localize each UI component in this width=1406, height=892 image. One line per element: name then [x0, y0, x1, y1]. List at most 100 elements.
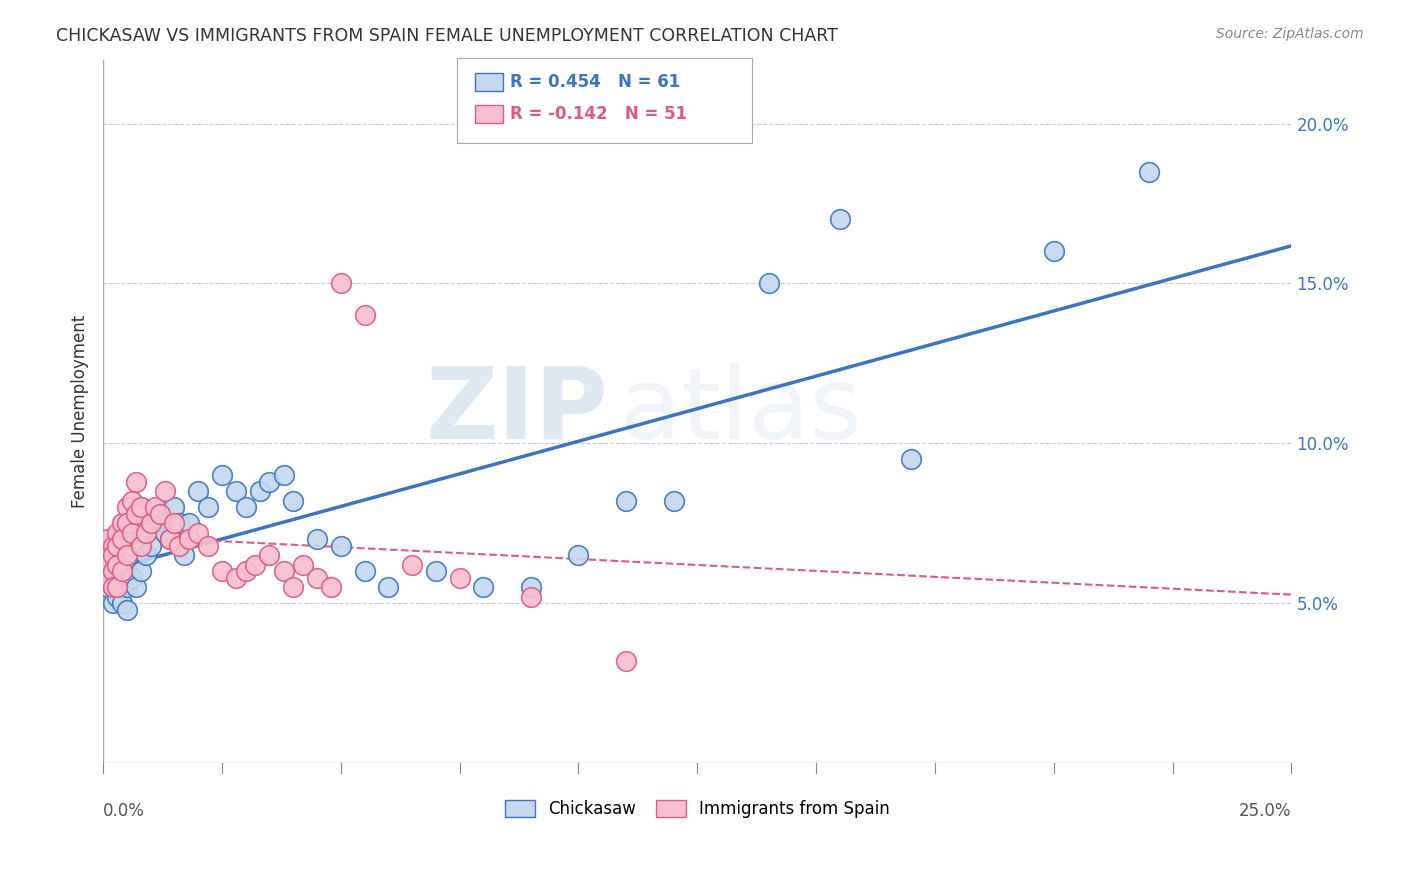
Point	[105, 580, 128, 594]
Point	[101, 564, 124, 578]
Point	[235, 564, 257, 578]
Legend: Chickasaw, Immigrants from Spain: Chickasaw, Immigrants from Spain	[498, 794, 897, 825]
Point	[377, 580, 399, 594]
Point	[101, 596, 124, 610]
Point	[101, 580, 124, 594]
Point	[614, 494, 637, 508]
Point	[135, 548, 157, 562]
Point	[115, 533, 138, 547]
Point	[139, 539, 162, 553]
Point	[111, 580, 134, 594]
Point	[401, 558, 423, 572]
Point	[159, 533, 181, 547]
Point	[305, 533, 328, 547]
Point	[129, 500, 152, 515]
Text: 0.0%: 0.0%	[103, 802, 145, 820]
Point	[167, 516, 190, 531]
Point	[121, 494, 143, 508]
Point	[235, 500, 257, 515]
Point	[125, 507, 148, 521]
Point	[567, 548, 589, 562]
Point	[472, 580, 495, 594]
Point	[1042, 244, 1064, 259]
Point	[115, 500, 138, 515]
Point	[259, 548, 281, 562]
Point	[283, 580, 305, 594]
Point	[105, 558, 128, 572]
Point	[97, 548, 120, 562]
Text: CHICKASAW VS IMMIGRANTS FROM SPAIN FEMALE UNEMPLOYMENT CORRELATION CHART: CHICKASAW VS IMMIGRANTS FROM SPAIN FEMAL…	[56, 27, 838, 45]
Text: ZIP: ZIP	[425, 363, 609, 460]
Point	[105, 539, 128, 553]
Point	[101, 564, 124, 578]
Point	[305, 571, 328, 585]
Point	[149, 507, 172, 521]
Point	[163, 516, 186, 531]
Point	[97, 548, 120, 562]
Text: Source: ZipAtlas.com: Source: ZipAtlas.com	[1216, 27, 1364, 41]
Point	[111, 533, 134, 547]
Point	[291, 558, 314, 572]
Point	[139, 516, 162, 531]
Point	[115, 580, 138, 594]
Point	[125, 475, 148, 489]
Point	[211, 564, 233, 578]
Point	[828, 212, 851, 227]
Point	[111, 571, 134, 585]
Point	[283, 494, 305, 508]
Point	[259, 475, 281, 489]
Point	[115, 564, 138, 578]
Point	[97, 571, 120, 585]
Point	[139, 516, 162, 531]
Point	[105, 555, 128, 569]
Point	[121, 571, 143, 585]
Point	[125, 580, 148, 594]
Text: R = -0.142   N = 51: R = -0.142 N = 51	[510, 105, 688, 123]
Point	[614, 654, 637, 668]
Point	[329, 277, 352, 291]
Point	[153, 525, 176, 540]
Point	[187, 525, 209, 540]
Point	[121, 539, 143, 553]
Point	[353, 309, 375, 323]
Point	[145, 500, 167, 515]
Point	[105, 590, 128, 604]
Point	[900, 452, 922, 467]
Text: atlas: atlas	[620, 363, 862, 460]
Point	[135, 525, 157, 540]
Point	[101, 548, 124, 562]
Point	[115, 548, 138, 562]
Point	[449, 571, 471, 585]
Point	[353, 564, 375, 578]
Point	[321, 580, 343, 594]
Point	[105, 571, 128, 585]
Point	[187, 484, 209, 499]
Point	[121, 525, 143, 540]
Point	[101, 580, 124, 594]
Point	[163, 500, 186, 515]
Point	[153, 484, 176, 499]
Point	[101, 539, 124, 553]
Point	[273, 564, 295, 578]
Point	[101, 548, 124, 562]
Point	[111, 558, 134, 572]
Point	[111, 596, 134, 610]
Text: 25.0%: 25.0%	[1239, 802, 1292, 820]
Point	[329, 539, 352, 553]
Point	[211, 468, 233, 483]
Point	[115, 516, 138, 531]
Point	[111, 516, 134, 531]
Point	[197, 500, 219, 515]
Point	[520, 580, 543, 594]
Point	[425, 564, 447, 578]
Point	[105, 539, 128, 553]
Point	[129, 564, 152, 578]
Point	[758, 277, 780, 291]
Point	[249, 484, 271, 499]
Point	[97, 558, 120, 572]
Point	[97, 533, 120, 547]
Point	[177, 533, 200, 547]
Point	[520, 590, 543, 604]
Point	[662, 494, 685, 508]
Point	[125, 516, 148, 531]
